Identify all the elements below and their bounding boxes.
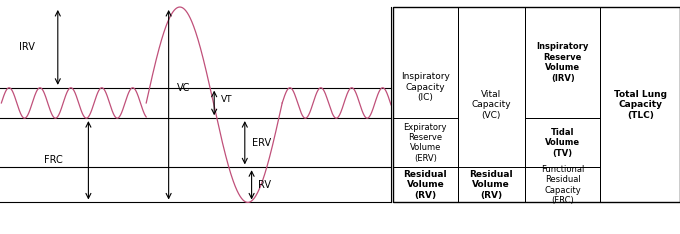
Bar	[525, 167, 600, 202]
Bar	[458, 167, 525, 202]
Text: Residual
Volume
(RV): Residual Volume (RV)	[469, 170, 513, 200]
Text: Residual
Volume
(RV): Residual Volume (RV)	[403, 170, 447, 200]
Text: ERV: ERV	[252, 138, 271, 148]
Bar	[525, 118, 600, 167]
Text: Total Lung
Capacity
(TLC): Total Lung Capacity (TLC)	[614, 90, 666, 120]
Bar	[600, 7, 680, 202]
Text: Expiratory
Reserve
Volume
(ERV): Expiratory Reserve Volume (ERV)	[404, 123, 447, 163]
Bar	[393, 7, 680, 202]
Bar	[393, 167, 458, 202]
Bar	[458, 7, 525, 202]
Text: VC: VC	[177, 83, 190, 93]
Text: IRV: IRV	[19, 42, 35, 52]
Text: RV: RV	[258, 180, 271, 190]
Bar	[525, 7, 600, 118]
Text: VT: VT	[221, 95, 233, 104]
Bar	[393, 118, 458, 167]
Text: Tidal
Volume
(TV): Tidal Volume (TV)	[545, 128, 580, 158]
Text: Vital
Capacity
(VC): Vital Capacity (VC)	[471, 90, 511, 120]
Text: Functional
Residual
Capacity
(FRC): Functional Residual Capacity (FRC)	[541, 165, 584, 205]
Text: Inspiratory
Capacity
(IC): Inspiratory Capacity (IC)	[401, 72, 449, 102]
Text: FRC: FRC	[44, 155, 63, 165]
Text: Inspiratory
Reserve
Volume
(IRV): Inspiratory Reserve Volume (IRV)	[537, 43, 589, 83]
Bar	[393, 7, 458, 167]
